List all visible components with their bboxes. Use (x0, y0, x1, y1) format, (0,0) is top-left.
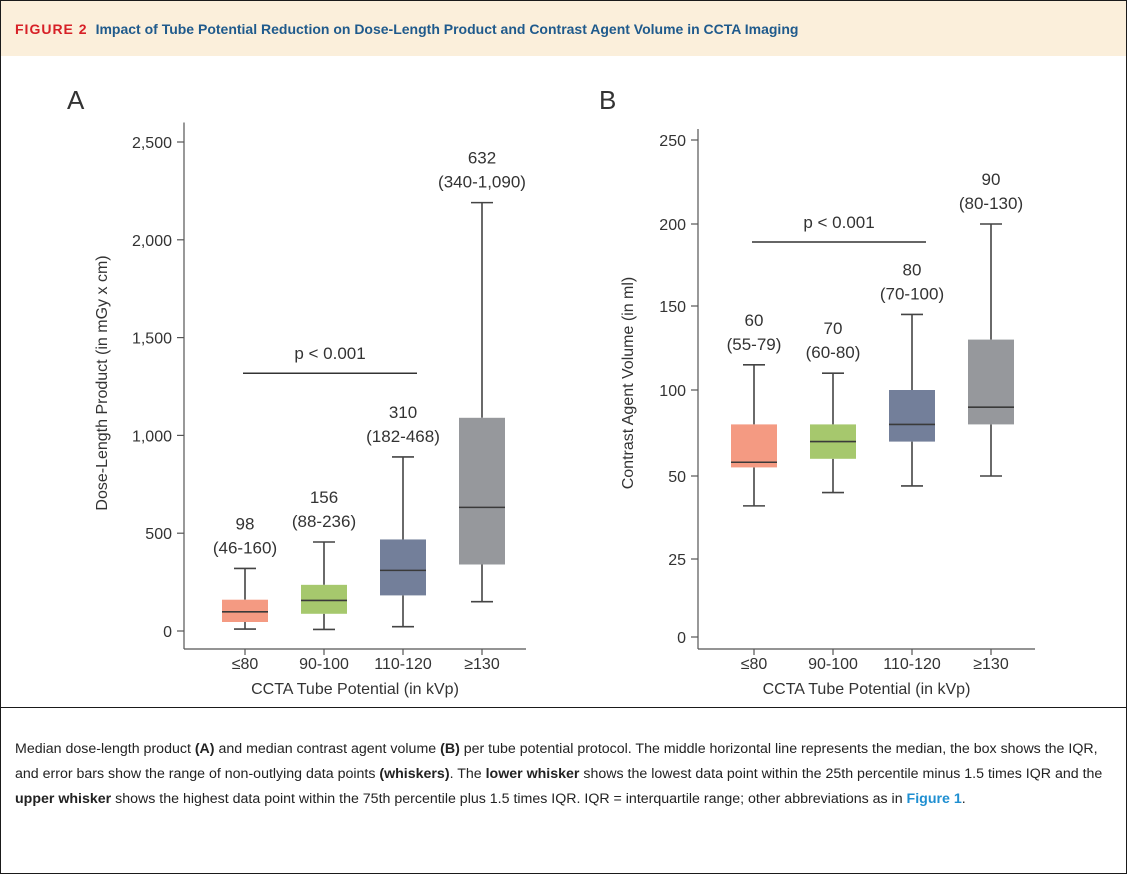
iqr-box (731, 424, 777, 468)
median-label: 70 (824, 319, 843, 338)
y-axis-label: Contrast Agent Volume (in ml) (620, 277, 637, 490)
iqr-box (301, 584, 347, 614)
x-axis-label: CCTA Tube Potential (in kVp) (763, 681, 971, 698)
median-label: 310 (389, 403, 417, 422)
figure-header: FIGURE 2 Impact of Tube Potential Reduct… (1, 1, 1126, 56)
iqr-label: (46-160) (213, 538, 277, 557)
x-tick-label: 90-100 (299, 656, 349, 673)
x-tick-label: 90-100 (808, 656, 858, 673)
panel-letter-b: B (599, 85, 616, 115)
iqr-label: (182-468) (366, 427, 440, 446)
caption-text-1: Median dose-length product (15, 741, 195, 757)
iqr-label: (60-80) (806, 343, 861, 362)
median-label: 80 (903, 260, 922, 279)
figure-title: Impact of Tube Potential Reduction on Do… (95, 20, 799, 37)
y-tick-label: 1,000 (132, 428, 172, 445)
caption-bold-a: (A) (194, 741, 215, 757)
iqr-box (968, 339, 1014, 425)
y-tick-label: 100 (659, 383, 686, 400)
y-tick-label: 150 (659, 299, 686, 316)
y-tick-label: 25 (668, 552, 686, 569)
caption-bold-b: (B) (440, 741, 460, 757)
x-tick-label: ≤80 (741, 656, 768, 673)
caption-bold-upper-whisker: upper whisker (15, 791, 112, 807)
y-tick-label: 2,000 (132, 233, 172, 250)
x-axis-label: CCTA Tube Potential (in kVp) (251, 681, 459, 698)
iqr-label: (80-130) (959, 194, 1023, 213)
y-tick-label: 50 (668, 469, 686, 486)
iqr-box (459, 417, 505, 565)
median-label: 156 (310, 488, 338, 507)
x-tick-label: ≤80 (232, 656, 259, 673)
median-label: 60 (745, 311, 764, 330)
figure-1-link[interactable]: Figure 1 (906, 791, 962, 807)
caption-text-6: shows the highest data point within the … (111, 791, 907, 807)
x-tick-label: ≥130 (464, 656, 500, 673)
caption-text-5: shows the lowest data point within the 2… (579, 766, 1103, 782)
figure-label: FIGURE 2 (15, 20, 88, 37)
y-tick-label: 1,500 (132, 331, 172, 348)
figure-caption: Median dose-length product (A) and media… (15, 737, 1105, 812)
iqr-box (889, 390, 935, 442)
caption-bold-whiskers: (whiskers) (379, 766, 450, 782)
caption-text-3: per tube potential protocol. The middle … (15, 741, 1098, 782)
y-tick-label: 200 (659, 217, 686, 234)
iqr-label: (70-100) (880, 284, 944, 303)
x-tick-label: 110-120 (883, 656, 941, 673)
caption-text-4: . The (449, 766, 486, 782)
significance-label: p < 0.001 (803, 213, 874, 232)
panel-letter-a: A (67, 85, 85, 115)
x-tick-label: ≥130 (973, 656, 1009, 673)
caption-text-2: and median contrast agent volume (214, 741, 441, 757)
caption-divider (1, 707, 1126, 708)
median-label: 90 (982, 170, 1001, 189)
y-tick-label: 500 (145, 526, 172, 543)
median-label: 98 (236, 514, 255, 533)
iqr-box (222, 599, 268, 623)
significance-label: p < 0.001 (294, 344, 365, 363)
iqr-label: (340-1,090) (438, 173, 526, 192)
median-label: 632 (468, 149, 496, 168)
y-tick-label: 250 (659, 133, 686, 150)
y-axis-label: Dose-Length Product (in mGy x cm) (94, 255, 111, 510)
caption-text-7: . (961, 791, 966, 807)
y-tick-label: 2,500 (132, 135, 172, 152)
iqr-label: (55-79) (727, 335, 782, 354)
x-tick-label: 110-120 (374, 656, 432, 673)
iqr-label: (88-236) (292, 512, 356, 531)
iqr-box (380, 539, 426, 596)
caption-bold-lower-whisker: lower whisker (485, 766, 580, 782)
y-tick-label: 0 (163, 624, 172, 641)
y-tick-label: 0 (677, 630, 686, 647)
